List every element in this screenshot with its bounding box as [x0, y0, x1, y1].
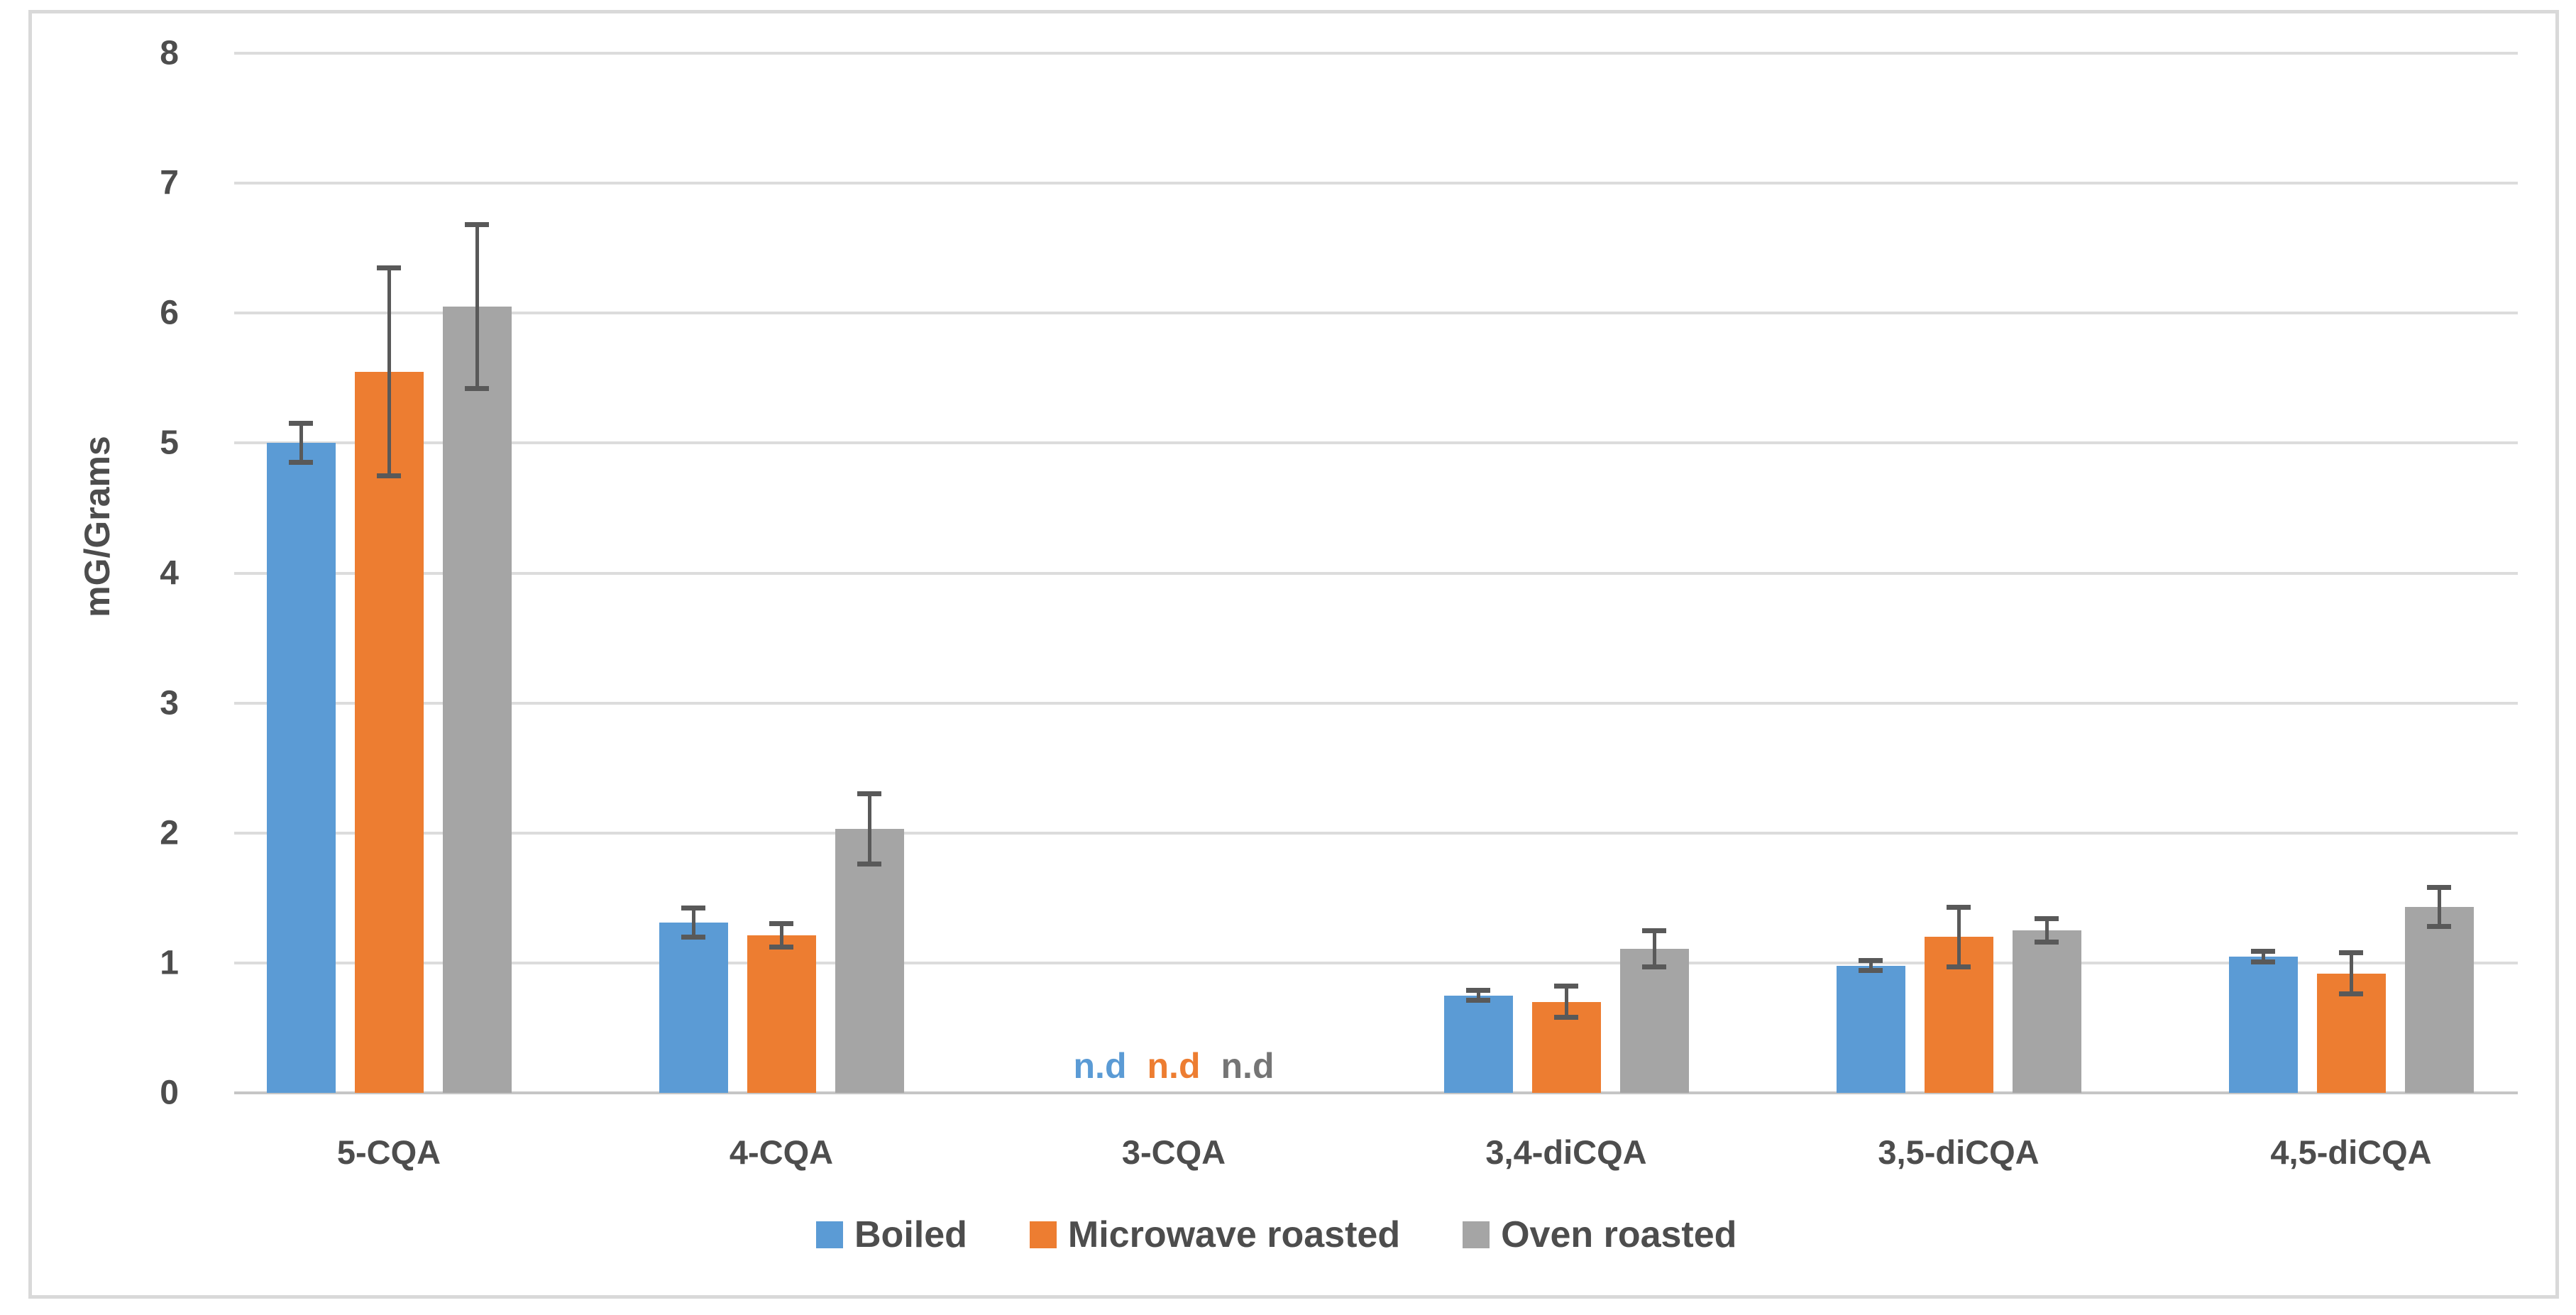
error-bar-cap-top	[681, 906, 705, 911]
error-bar-microwave-roasted-5-cqa	[387, 268, 391, 476]
error-bar-boiled-4-5-dicqa	[2261, 951, 2265, 962]
bar-boiled-4-5-dicqa	[2228, 956, 2298, 1093]
error-bar-cap-bottom	[465, 385, 489, 391]
error-bar-cap-bottom	[377, 473, 401, 478]
error-bar-cap-top	[2035, 916, 2059, 922]
error-bar-cap-top	[1466, 987, 1490, 993]
nd-label-microwave-roasted-3-cqa: n.d	[1147, 1046, 1201, 1086]
y-axis-tick-label-0: 0	[160, 1074, 179, 1112]
gridline-y-5	[234, 441, 2518, 445]
gridline-y-7	[234, 182, 2518, 185]
error-bar-cap-top	[2427, 885, 2451, 891]
error-bar-oven-roasted-4-5-dicqa	[2437, 887, 2441, 927]
legend-item-oven-roasted: Oven roasted	[1463, 1214, 1736, 1256]
bar-boiled-5-cqa	[266, 443, 336, 1093]
error-bar-cap-bottom	[289, 460, 313, 466]
bar-boiled-3-4-dicqa	[1443, 995, 1513, 1093]
error-bar-oven-roasted-3-5-dicqa	[2044, 918, 2049, 942]
x-axis-category-label-5-cqa: 5-CQA	[336, 1133, 441, 1171]
legend-label-boiled: Boiled	[854, 1214, 967, 1255]
x-axis-line	[234, 1091, 2518, 1094]
legend-label-microwave-roasted: Microwave roasted	[1067, 1214, 1401, 1255]
error-bar-cap-top	[1554, 984, 1578, 989]
error-bar-cap-bottom	[2339, 991, 2363, 997]
error-bar-oven-roasted-3-4-dicqa	[1652, 930, 1656, 967]
x-axis-category-label-4-5-dicqa: 4,5-diCQA	[2270, 1133, 2432, 1171]
chart-border	[28, 10, 2559, 1299]
gridline-y-3	[234, 701, 2518, 705]
error-bar-cap-top	[769, 921, 793, 927]
error-bar-microwave-roasted-3-4-dicqa	[1564, 986, 1568, 1018]
legend-item-boiled: Boiled	[816, 1214, 967, 1256]
error-bar-cap-bottom	[769, 945, 793, 950]
bar-microwave-roasted-5-cqa	[354, 371, 424, 1093]
nd-label-boiled-3-cqa: n.d	[1073, 1046, 1127, 1086]
error-bar-oven-roasted-5-cqa	[475, 224, 479, 389]
y-axis-tick-label-3: 3	[160, 684, 179, 722]
bar-oven-roasted-5-cqa	[442, 307, 512, 1093]
error-bar-cap-bottom	[681, 934, 705, 940]
error-bar-cap-bottom	[1642, 964, 1666, 969]
error-bar-boiled-3-4-dicqa	[1476, 990, 1480, 1001]
bar-boiled-3-5-dicqa	[1836, 965, 1905, 1093]
x-axis-category-label-3-5-dicqa: 3,5-diCQA	[1878, 1133, 2040, 1171]
legend-swatch-oven-roasted	[1463, 1221, 1490, 1248]
bar-microwave-roasted-4-cqa	[747, 935, 816, 1093]
error-bar-cap-top	[465, 222, 489, 228]
legend-swatch-boiled	[816, 1221, 843, 1248]
error-bar-microwave-roasted-4-cqa	[779, 923, 783, 947]
x-axis-category-label-3-cqa: 3-CQA	[1121, 1133, 1226, 1171]
nd-label-oven-roasted-3-cqa: n.d	[1221, 1046, 1275, 1086]
legend-swatch-microwave-roasted	[1029, 1221, 1057, 1248]
error-bar-cap-top	[289, 421, 313, 427]
error-bar-cap-bottom	[2035, 940, 2059, 945]
error-bar-boiled-4-cqa	[691, 908, 695, 937]
gridline-y-2	[234, 831, 2518, 835]
error-bar-cap-top	[2251, 948, 2275, 954]
error-bar-cap-bottom	[1466, 998, 1490, 1003]
error-bar-microwave-roasted-3-5-dicqa	[1956, 907, 1961, 967]
gridline-y-4	[234, 571, 2518, 575]
x-axis-category-label-3-4-dicqa: 3,4-diCQA	[1485, 1133, 1647, 1171]
error-bar-cap-bottom	[1947, 964, 1971, 969]
gridline-y-8	[234, 52, 2518, 55]
legend-item-microwave-roasted: Microwave roasted	[1029, 1214, 1401, 1256]
legend: Boiled Microwave roasted Oven roasted	[816, 1214, 1736, 1256]
error-bar-boiled-5-cqa	[299, 423, 303, 463]
bar-oven-roasted-4-5-dicqa	[2404, 907, 2474, 1093]
error-bar-cap-top	[1859, 957, 1883, 963]
y-axis-tick-label-2: 2	[160, 814, 179, 852]
bar-boiled-4-cqa	[659, 923, 728, 1093]
y-axis-tick-label-1: 1	[160, 944, 179, 982]
error-bar-cap-top	[857, 791, 881, 797]
error-bar-oven-roasted-4-cqa	[867, 793, 871, 864]
gridline-y-6	[234, 312, 2518, 315]
error-bar-cap-top	[377, 265, 401, 270]
error-bar-cap-top	[1947, 904, 1971, 910]
error-bar-boiled-3-5-dicqa	[1868, 960, 1873, 971]
legend-label-oven-roasted: Oven roasted	[1501, 1214, 1737, 1255]
y-axis-tick-label-7: 7	[160, 164, 179, 202]
bar-oven-roasted-3-4-dicqa	[1619, 948, 1689, 1093]
x-axis-category-label-4-cqa: 4-CQA	[729, 1133, 834, 1171]
y-axis-tick-label-8: 8	[160, 34, 179, 72]
y-axis-tick-label-4: 4	[160, 554, 179, 592]
error-bar-cap-bottom	[1859, 968, 1883, 974]
error-bar-cap-bottom	[2427, 924, 2451, 930]
gridline-y-1	[234, 961, 2518, 964]
error-bar-cap-top	[2339, 950, 2363, 955]
error-bar-microwave-roasted-4-5-dicqa	[2349, 952, 2353, 994]
bar-oven-roasted-4-cqa	[835, 829, 904, 1093]
error-bar-cap-bottom	[857, 862, 881, 867]
y-axis-tick-label-5: 5	[160, 424, 179, 462]
bar-oven-roasted-3-5-dicqa	[2012, 930, 2081, 1093]
error-bar-cap-bottom	[1554, 1015, 1578, 1020]
y-axis-tick-label-6: 6	[160, 294, 179, 332]
error-bar-cap-bottom	[2251, 959, 2275, 964]
error-bar-cap-top	[1642, 928, 1666, 933]
